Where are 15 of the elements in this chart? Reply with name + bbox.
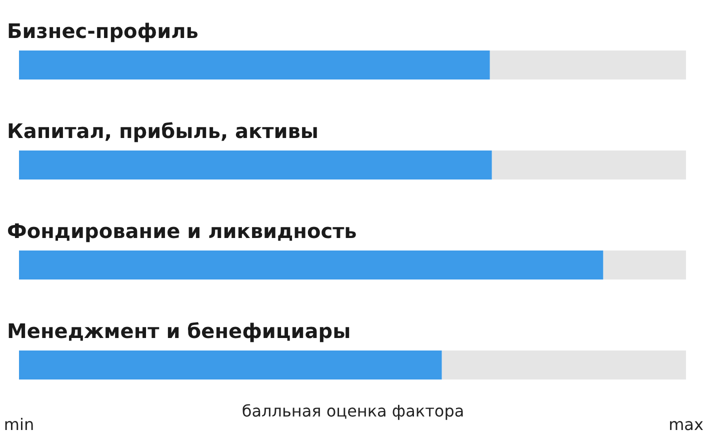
y-tick-label: Фондирование и ликвидность bbox=[7, 219, 357, 243]
x-axis-title: балльная оценка фактора bbox=[242, 402, 464, 420]
y-tick-label: Капитал, прибыль, активы bbox=[7, 119, 318, 143]
bar bbox=[19, 150, 492, 180]
bar bbox=[492, 150, 686, 180]
bar bbox=[19, 350, 442, 380]
bar bbox=[19, 250, 604, 280]
y-tick-label: Менеджмент и бенефициары bbox=[7, 319, 351, 343]
y-tick-label: Бизнес-профиль bbox=[7, 19, 198, 43]
text: max bbox=[668, 415, 704, 434]
text: min bbox=[4, 415, 34, 434]
bar bbox=[490, 50, 686, 80]
bar bbox=[19, 50, 490, 80]
bar bbox=[603, 250, 686, 280]
bar bbox=[442, 350, 686, 380]
